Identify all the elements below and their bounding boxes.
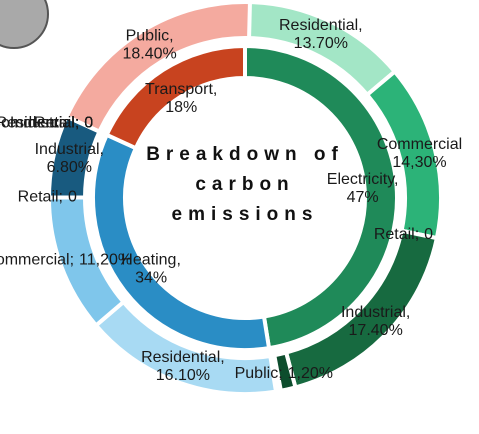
segment-name: Residential, [279,17,363,34]
outer-segment [271,350,298,394]
outer-segment [64,0,253,135]
segment-name: Transport, [145,81,217,98]
segment-name: Industrial, [341,304,410,321]
value-label: 18.40% [122,46,176,63]
value-label: 13.70% [294,35,348,52]
inner-segment [104,43,247,151]
segment-name: Retail; [374,226,419,243]
value-label: 0 [424,226,433,243]
value-label: 16.10% [156,367,210,384]
segment-name: Heating, [121,252,181,269]
value-label: 34% [135,270,167,287]
value-label: 47% [347,189,379,206]
inner-segment [243,43,399,351]
segment-name: Commercial; [0,251,74,268]
value-label: 0 [84,114,93,131]
value-label: 0 [84,114,93,131]
value-label: 11,20% [79,251,132,268]
segment-name: Commercial; [0,114,79,131]
value-label: 0 [84,114,93,131]
segment-name: Retail; [18,189,63,206]
segment-name: Industrial, [35,141,104,158]
value-label: 0 [68,189,77,206]
segment-name: Residential; [0,114,79,131]
value-label: 18% [165,99,197,116]
chart-title: Breakdown of carbon emissions [146,144,344,225]
value-label: 17.40% [349,322,403,339]
segment-name: Commercial [377,136,462,153]
corner-button[interactable] [0,0,49,49]
value-label: 1,20% [288,365,333,382]
segment-name: Public; [235,365,283,382]
value-label: 6.80% [47,159,92,176]
segment-name: Residential, [141,349,225,366]
segment-name: Public, [126,28,174,45]
segment-name: Electricity, [327,171,399,188]
value-label: 14,30% [392,154,446,171]
segment-name: Retail; [34,114,79,131]
segment-name: Industrial; [10,114,79,131]
value-label: 0 [84,114,93,131]
